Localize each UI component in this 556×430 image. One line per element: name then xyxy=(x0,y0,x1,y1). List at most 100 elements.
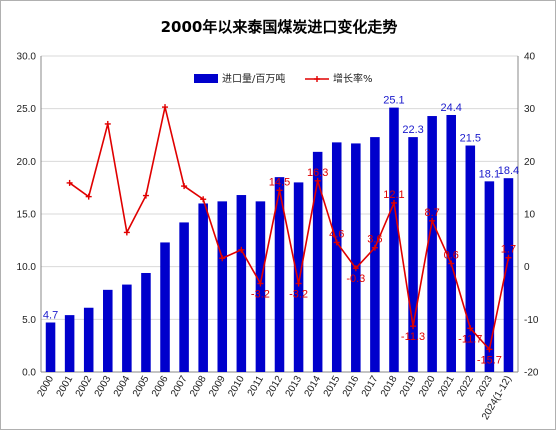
x-tick-label: 2014 xyxy=(303,374,324,399)
x-tick-label: 2017 xyxy=(360,374,381,399)
x-tick-label: 2000 xyxy=(35,374,56,399)
line-marker xyxy=(295,280,302,287)
bar xyxy=(351,143,361,372)
y-right-tick-label: -20 xyxy=(524,368,539,379)
x-tick-label: 2002 xyxy=(74,374,95,399)
bar xyxy=(312,151,323,372)
line-data-label: 4.6 xyxy=(329,228,344,240)
x-tick-label: 2011 xyxy=(246,374,266,399)
bar xyxy=(331,142,342,372)
x-tick-label: 2020 xyxy=(417,374,438,399)
line-data-label: 8.7 xyxy=(424,207,439,219)
x-tick-label: 2022 xyxy=(455,374,476,399)
x-tick-label: 2003 xyxy=(93,374,114,399)
y-right-tick-label: -10 xyxy=(524,315,539,326)
line-marker xyxy=(66,179,73,186)
bar xyxy=(293,182,304,372)
line-data-label: -3.2 xyxy=(251,289,270,301)
y-left-tick-label: 5.0 xyxy=(22,315,36,326)
line-data-label: 14.5 xyxy=(269,176,290,188)
bar xyxy=(503,178,514,372)
x-tick-label: 2008 xyxy=(188,374,209,399)
x-tick-label: 2016 xyxy=(341,374,362,399)
bar-data-label: 24.4 xyxy=(441,102,462,114)
bar xyxy=(484,181,495,372)
line-marker xyxy=(448,260,455,267)
bar xyxy=(408,137,418,372)
bar xyxy=(83,307,94,372)
x-tick-label: 2009 xyxy=(207,374,228,399)
line-marker xyxy=(429,217,436,224)
line-marker xyxy=(257,280,264,287)
line-marker xyxy=(142,192,149,199)
y-left-tick-label: 25.0 xyxy=(17,104,37,115)
line-marker xyxy=(410,323,417,330)
y-left-tick-label: 15.0 xyxy=(17,210,37,221)
line-marker xyxy=(104,120,111,127)
bar xyxy=(141,272,151,372)
line-data-label: 1.7 xyxy=(501,244,516,256)
y-right-tick-label: 40 xyxy=(524,52,536,63)
x-tick-label: 2021 xyxy=(436,374,457,399)
x-tick-label: 2001 xyxy=(55,374,76,399)
line-marker xyxy=(276,187,283,194)
bar-data-label: 18.4 xyxy=(498,165,519,177)
line-marker xyxy=(219,255,226,262)
x-tick-label: 2007 xyxy=(169,374,190,399)
line-marker xyxy=(162,104,169,111)
bar xyxy=(370,137,380,372)
bar xyxy=(465,145,476,372)
line-marker xyxy=(238,246,245,253)
bar xyxy=(427,116,437,372)
line-data-label: 12.1 xyxy=(383,189,404,201)
line-data-label: -11.3 xyxy=(401,331,425,343)
bar xyxy=(198,203,208,372)
line-marker xyxy=(352,265,359,272)
line-data-label: 0.6 xyxy=(444,250,459,262)
y-right-tick-label: 30 xyxy=(524,104,536,115)
line-marker xyxy=(181,183,188,190)
bar xyxy=(179,222,189,372)
line-marker xyxy=(390,199,397,206)
line-marker xyxy=(200,196,207,203)
line-marker xyxy=(486,346,493,353)
bar xyxy=(274,177,285,372)
y-left-tick-label: 0.0 xyxy=(22,368,36,379)
line-marker xyxy=(371,244,378,251)
bar-data-label: 4.7 xyxy=(43,309,58,321)
x-tick-label: 2004 xyxy=(112,374,133,399)
y-right-tick-label: 20 xyxy=(524,157,536,168)
bar xyxy=(160,242,170,372)
line-data-label: 3.6 xyxy=(367,234,382,246)
bar-data-label: 21.5 xyxy=(460,133,481,145)
line-data-label: -3.2 xyxy=(289,289,308,301)
bar-data-label: 22.3 xyxy=(402,124,423,136)
line-data-label: -15.7 xyxy=(477,354,502,366)
x-tick-label: 2013 xyxy=(284,374,305,399)
line-marker xyxy=(85,193,92,200)
x-tick-label: 2015 xyxy=(322,374,343,399)
bar-data-label: 18.1 xyxy=(479,168,500,180)
line-marker xyxy=(505,254,512,261)
x-tick-label: 2005 xyxy=(131,374,152,399)
x-tick-label: 2018 xyxy=(379,374,400,399)
x-tick-label: 2019 xyxy=(398,374,419,399)
y-left-tick-label: 20.0 xyxy=(17,157,37,168)
x-tick-label: 2006 xyxy=(150,374,171,399)
bar xyxy=(122,284,132,372)
y-left-tick-label: 30.0 xyxy=(17,52,37,63)
bar xyxy=(64,315,75,372)
bar-data-label: 25.1 xyxy=(383,95,404,107)
line-data-label: -11.7 xyxy=(458,333,482,345)
growth-rate-line xyxy=(69,106,510,352)
bar xyxy=(446,114,456,372)
chart-title: 2000年以来泰国煤炭进口变化走势 xyxy=(161,18,398,36)
bar xyxy=(236,195,247,372)
bar xyxy=(255,201,266,372)
bar xyxy=(45,322,56,372)
legend-line-label: 增长率% xyxy=(333,72,373,85)
legend-bar-label: 进口量/百万吨 xyxy=(222,72,285,85)
y-right-tick-label: 10 xyxy=(524,210,536,221)
